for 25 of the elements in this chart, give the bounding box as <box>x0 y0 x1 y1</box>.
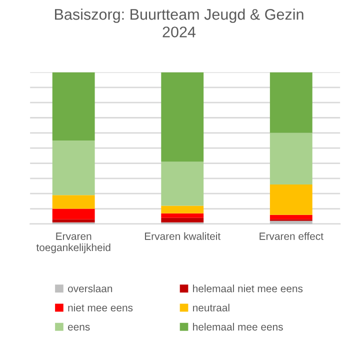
legend-label: neutraal <box>193 304 230 312</box>
bar <box>270 220 312 224</box>
bar <box>270 184 312 215</box>
bar <box>161 206 204 214</box>
legend-label: helemaal niet mee eens <box>193 284 303 292</box>
bar <box>161 218 204 222</box>
legend-label: niet mee eens <box>68 304 133 312</box>
bar <box>161 213 204 218</box>
bar <box>161 162 204 206</box>
legend-label: overslaan <box>68 284 112 292</box>
bar <box>52 195 95 209</box>
legend-label: helemaal mee eens <box>193 322 283 331</box>
x-tick-label: Ervaren toegankelijkheid <box>36 232 110 254</box>
bar <box>270 132 312 184</box>
bar <box>270 72 312 133</box>
chart-title: Basiszorg: Buurtteam Jeugd & Gezin 2024 <box>55 8 304 38</box>
legend-label: eens <box>68 324 90 331</box>
x-tick-label: Ervaren kwaliteit <box>145 232 220 240</box>
bar <box>161 72 204 162</box>
bar <box>52 72 95 141</box>
x-tick-label: Ervaren effect <box>260 232 324 240</box>
bar <box>52 208 95 220</box>
bar <box>270 214 312 220</box>
bar <box>52 219 95 222</box>
bar <box>52 140 95 196</box>
